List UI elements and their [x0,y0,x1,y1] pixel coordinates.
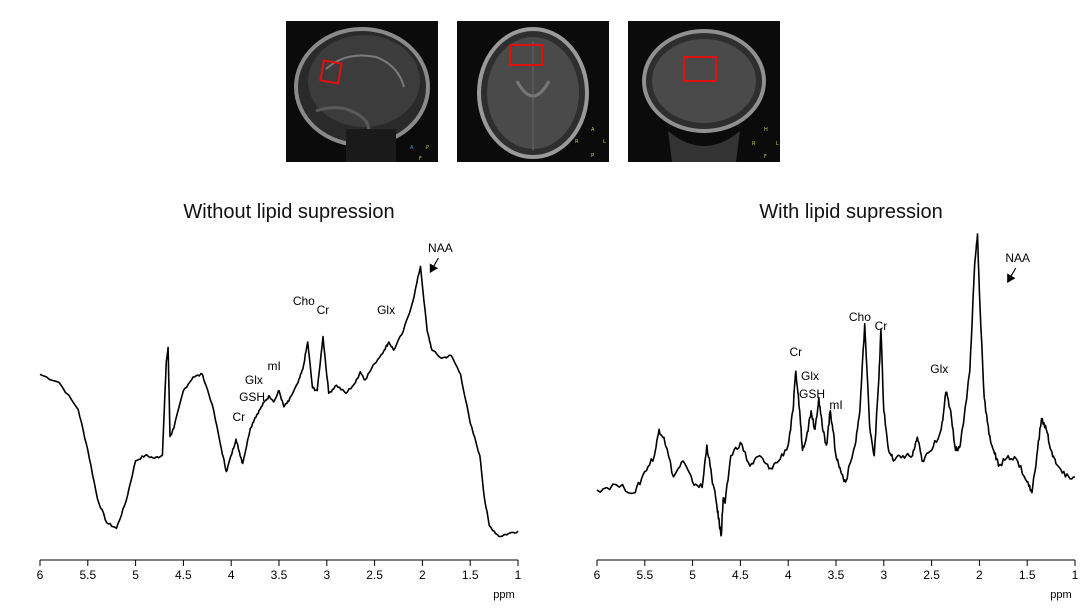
tick-label: 2.5 [923,568,940,582]
voxel-box [683,56,717,82]
chart-title-left: Without lipid supression [183,201,394,223]
peak-label: NAA [428,241,453,255]
tick-label: 5 [689,568,696,582]
tick-label: 6 [594,568,601,582]
tick-label: 4.5 [732,568,749,582]
peak-label: Glx [377,303,395,317]
voxel-box [319,59,343,85]
peak-label: GSH [239,390,265,404]
peak-label: mI [268,359,281,373]
tick-label: 1.5 [1019,568,1036,582]
spectrum-line [596,233,1076,537]
voxel-box [509,44,543,66]
peak-label: Cho [849,310,871,324]
tick-label: 6 [37,568,44,582]
peak-label: Glx [801,369,819,383]
tick-label: 2 [976,568,983,582]
tick-label: 4 [785,568,792,582]
peak-label: GSH [799,387,825,401]
tick-label: 1 [515,568,522,582]
orientation-label: H [764,127,768,133]
orientation-label: L [776,141,779,147]
orientation-label: F [419,156,422,162]
tick-label: 3.5 [271,568,288,582]
peak-label: NAA [1005,251,1030,265]
tick-label: 4.5 [175,568,192,582]
x-axis-unit: ppm [1050,589,1071,601]
mri-axial: A R L P [457,21,609,162]
orientation-label: A [410,145,414,151]
tick-label: 1 [1072,568,1079,582]
orientation-label: R [752,141,756,147]
orientation-label: F [764,154,767,160]
tick-label: 5 [132,568,139,582]
peak-label: Cr [875,319,888,333]
peak-label: Glx [245,373,263,387]
peak-label: mI [829,398,842,412]
peak-label: Cr [233,410,246,424]
mri-sagittal: A P F [286,21,438,162]
tick-label: 2.5 [366,568,383,582]
orientation-label: P [591,153,594,159]
orientation-label: R [575,139,579,145]
chart-title-right: With lipid supression [759,201,942,223]
tick-label: 3.5 [828,568,845,582]
tick-label: 3 [880,568,887,582]
peak-label: Cr [790,345,803,359]
x-axis-unit: ppm [493,589,514,601]
tick-label: 1.5 [462,568,479,582]
orientation-label: A [591,127,595,133]
peak-arrow [429,257,439,274]
peak-arrow [1007,267,1017,284]
tick-label: 5.5 [636,568,653,582]
peak-label: Cr [317,303,330,317]
peak-label: Glx [930,362,948,376]
orientation-label: P [426,145,429,151]
spectrum-line [39,265,519,538]
orientation-label: L [603,139,606,145]
tick-label: 4 [228,568,235,582]
tick-label: 3 [323,568,330,582]
tick-label: 2 [419,568,426,582]
peak-label: Cho [293,294,315,308]
tick-label: 5.5 [79,568,96,582]
mri-coronal: H R L F [628,21,780,162]
